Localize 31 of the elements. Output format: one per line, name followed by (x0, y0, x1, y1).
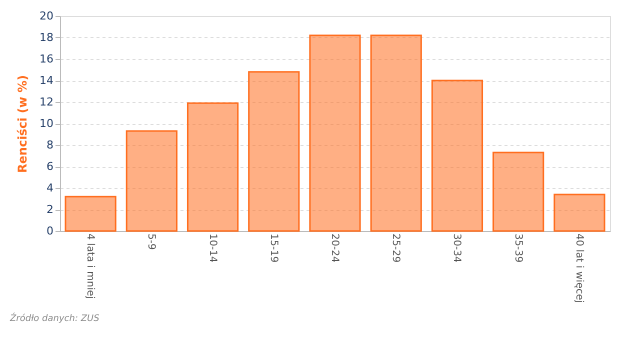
x-tick-label: 35-39 (512, 234, 524, 263)
x-tick-label: 20-24 (329, 234, 340, 263)
text: Źródło danych: ZUS (9, 312, 100, 324)
x-tick-label: 25-29 (390, 234, 402, 263)
x-tick-label: 15-19 (268, 234, 279, 263)
y-tick-label: 14 (40, 74, 54, 87)
x-tick-label: 40 lat i więcej (573, 234, 584, 303)
x-tick-label: 30-34 (451, 234, 462, 263)
bar (309, 34, 361, 232)
y-tick-label: 0 (46, 224, 54, 238)
x-tick-label: 10-14 (206, 234, 218, 263)
y-axis-title: Renciści (w %) (16, 75, 30, 173)
y-tick-label: 16 (40, 52, 54, 66)
bar (431, 80, 484, 232)
y-tick-label: 2 (46, 203, 54, 216)
bar (186, 102, 239, 232)
x-tick-label: 4 lata i mniej (84, 234, 96, 299)
bar (248, 71, 300, 232)
bar (64, 196, 116, 232)
y-tick-label: 18 (40, 31, 54, 44)
y-tick-label: 8 (46, 138, 54, 152)
bar (126, 130, 178, 232)
y-tick-label: 12 (40, 96, 54, 108)
y-tick-label: 10 (40, 117, 54, 130)
bar (370, 34, 422, 232)
y-tick-label: 20 (40, 10, 54, 22)
x-tick-label: 5-9 (146, 234, 157, 250)
y-tick-label: 4 (46, 182, 54, 194)
y-tick-label: 6 (46, 160, 54, 173)
bar (554, 194, 606, 232)
bar (492, 152, 544, 232)
